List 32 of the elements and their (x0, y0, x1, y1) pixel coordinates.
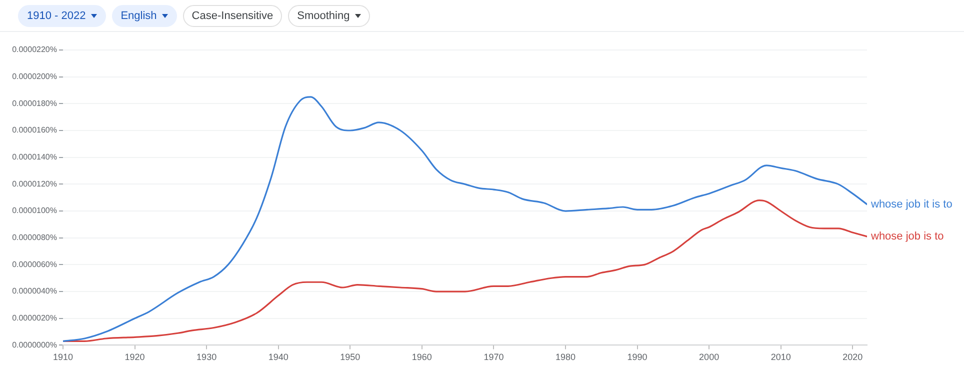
y-tick-label: 0.0000180% (12, 98, 57, 108)
y-tick-label: 0.0000080% (12, 233, 57, 242)
y-tick-label: 0.0000100% (12, 206, 57, 216)
y-tick-label: 0.0000140% (12, 152, 57, 162)
y-tick-label: 0.0000200% (12, 72, 57, 82)
x-tick-label: 1920 (124, 352, 145, 362)
x-tick-label: 1970 (484, 352, 504, 362)
text: English (120, 10, 157, 22)
x-tick-label: 1990 (627, 352, 648, 362)
line-series (63, 199, 867, 342)
x-tick-label: 1940 (268, 352, 288, 362)
y-tick-label: 0.0000060% (12, 260, 57, 269)
y-tick-label: 0.0000120% (12, 179, 57, 188)
x-tick-label: 1910 (52, 352, 74, 362)
y-tick-label: 0.0000160% (12, 126, 57, 135)
x-tick-label: 2000 (699, 352, 720, 362)
y-tick-label: 0.0000220% (12, 45, 57, 54)
y-tick-label: 0.0000000% (12, 340, 57, 350)
series-label: whose job it is to (870, 198, 952, 210)
x-tick-label: 2020 (842, 352, 863, 362)
text: 1910 - 2022 (27, 10, 86, 22)
x-tick-label: 1930 (196, 352, 217, 362)
x-tick-label: 2010 (770, 352, 791, 362)
series-label: whose job is to (870, 230, 944, 243)
x-tick-label: 1950 (340, 352, 360, 362)
y-tick-label: 0.0000020% (12, 314, 57, 323)
x-tick-label: 1960 (412, 352, 432, 362)
text: Smoothing (297, 10, 350, 22)
text: Case-Insensitive (192, 10, 274, 22)
x-tick-label: 1980 (555, 352, 576, 362)
y-tick-label: 0.0000040% (12, 286, 57, 296)
line-series (63, 96, 867, 342)
